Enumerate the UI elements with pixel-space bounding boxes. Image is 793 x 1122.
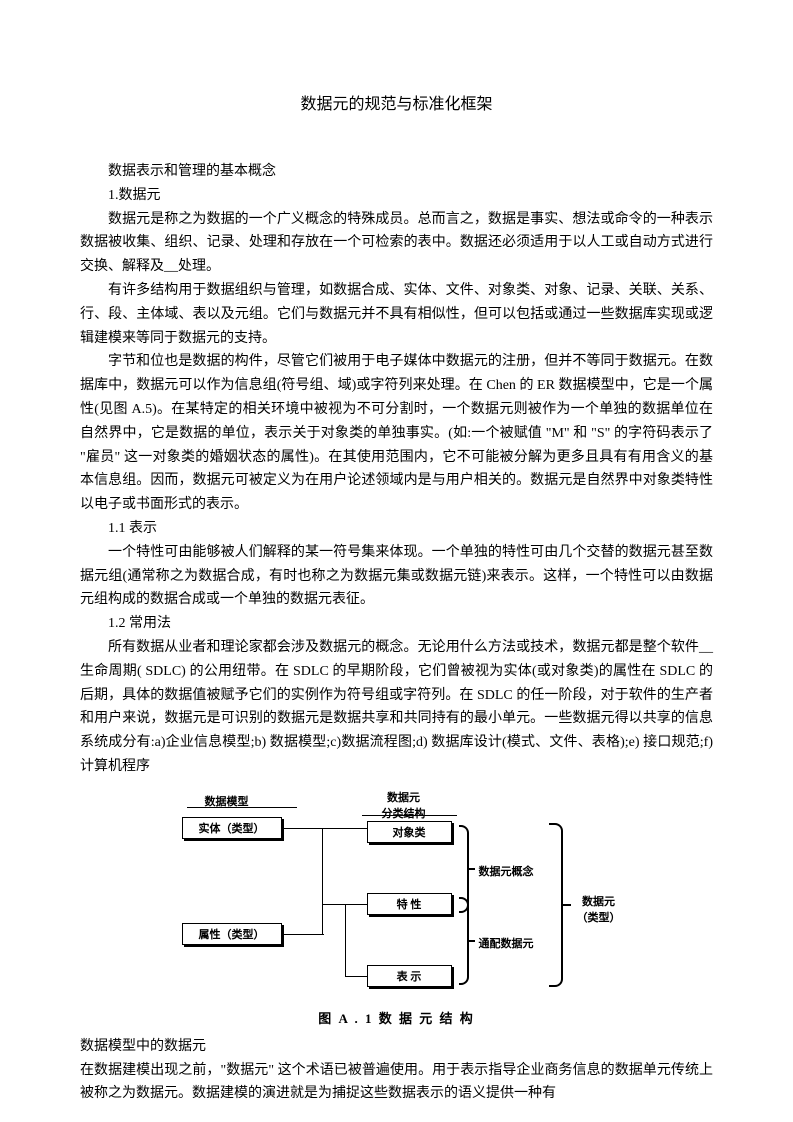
para-4: 一个特性可由能够被人们解释的某一符号集来体现。一个单独的特性可由几个交替的数据元… [80, 541, 713, 612]
heading-2: 数据模型中的数据元 [80, 1035, 713, 1059]
label-data-element-type: 数据元 （类型） [577, 893, 621, 925]
para-6: 在数据建模出现之前，"数据元" 这个术语已被普遍使用。用于表示指导企业商务信息的… [80, 1059, 713, 1107]
label-concept: 数据元概念 [479, 863, 534, 879]
diagram-canvas: 数据模型 数据元 分类结构 实体（类型） 属性（类型） 对象类 特 性 表 示 … [157, 793, 637, 998]
page-title: 数据元的规范与标准化框架 [80, 90, 713, 114]
heading-1-1: 1.1 表示 [80, 517, 713, 541]
label-generic: 通配数据元 [479, 935, 534, 951]
section-heading: 数据表示和管理的基本概念 [80, 160, 713, 184]
para-2: 有许多结构用于数据组织与管理，如数据合成、实体、文件、对象类、对象、记录、关联、… [80, 279, 713, 350]
para-3: 字节和位也是数据的构件，尽管它们被用于电子媒体中数据元的注册，但并不等同于数据元… [80, 350, 713, 517]
box-entity: 实体（类型） [182, 817, 282, 839]
para-1: 数据元是称之为数据的一个广义概念的特殊成员。总而言之，数据是事实、想法或命令的一… [80, 208, 713, 279]
box-object-class: 对象类 [367, 821, 452, 843]
diagram-caption: 图 A . 1 数 据 元 结 构 [318, 1008, 474, 1027]
para-5: 所有数据从业者和理论家都会涉及数据元的概念。无论用什么方法或技术，数据元都是整个… [80, 636, 713, 779]
heading-1: 1.数据元 [80, 184, 713, 208]
box-representation: 表 示 [367, 965, 452, 987]
box-attribute: 属性（类型） [182, 923, 282, 945]
diagram-figure: 数据模型 数据元 分类结构 实体（类型） 属性（类型） 对象类 特 性 表 示 … [80, 793, 713, 1027]
box-property: 特 性 [367, 893, 452, 915]
heading-1-2: 1.2 常用法 [80, 612, 713, 636]
